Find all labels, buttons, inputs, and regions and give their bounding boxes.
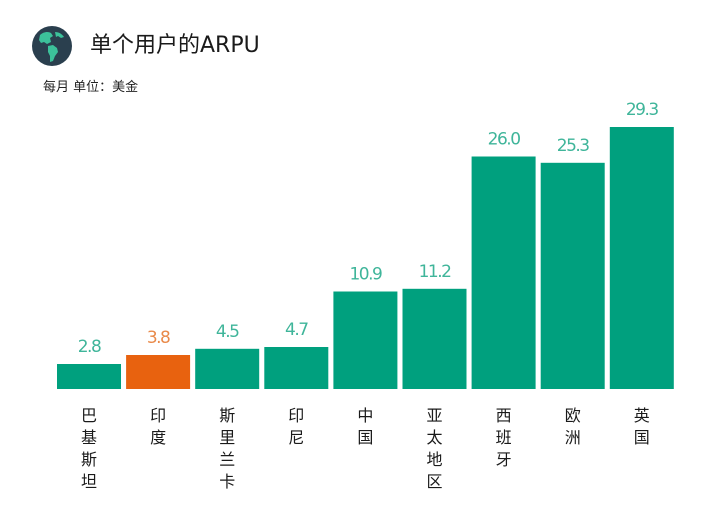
category-label: 西班牙 (496, 406, 512, 469)
bar-5 (333, 291, 398, 389)
category-label: 巴基斯坦 (81, 406, 97, 491)
value-label: 4.5 (216, 322, 239, 342)
bar-4 (264, 347, 329, 389)
bar-9 (609, 127, 674, 389)
category-label: 印度 (150, 406, 166, 447)
bar-2 (126, 355, 191, 389)
value-label: 2.8 (78, 337, 101, 357)
chart-title: 单个用户的ARPU (90, 33, 260, 58)
category-label: 印尼 (288, 406, 304, 447)
category-label: 亚太地区 (426, 406, 442, 491)
value-label: 11.2 (419, 262, 452, 282)
bar-7 (471, 156, 536, 389)
category-label: 欧洲 (565, 406, 581, 447)
value-label: 29.3 (626, 100, 659, 120)
bar-6 (402, 288, 467, 389)
bar-8 (540, 162, 605, 389)
value-label: 3.8 (147, 328, 170, 348)
bar-3 (195, 348, 260, 389)
value-label: 25.3 (557, 136, 590, 156)
value-label: 10.9 (349, 265, 382, 285)
value-label: 26.0 (488, 130, 521, 150)
value-label: 4.7 (285, 320, 308, 340)
category-label: 中国 (357, 406, 373, 447)
globe-icon (32, 26, 72, 66)
bar-1 (57, 364, 121, 389)
chart-subtitle: 每月 单位：美金 (43, 80, 139, 95)
category-label: 英国 (634, 406, 650, 447)
category-label: 斯里兰卡 (219, 406, 235, 491)
